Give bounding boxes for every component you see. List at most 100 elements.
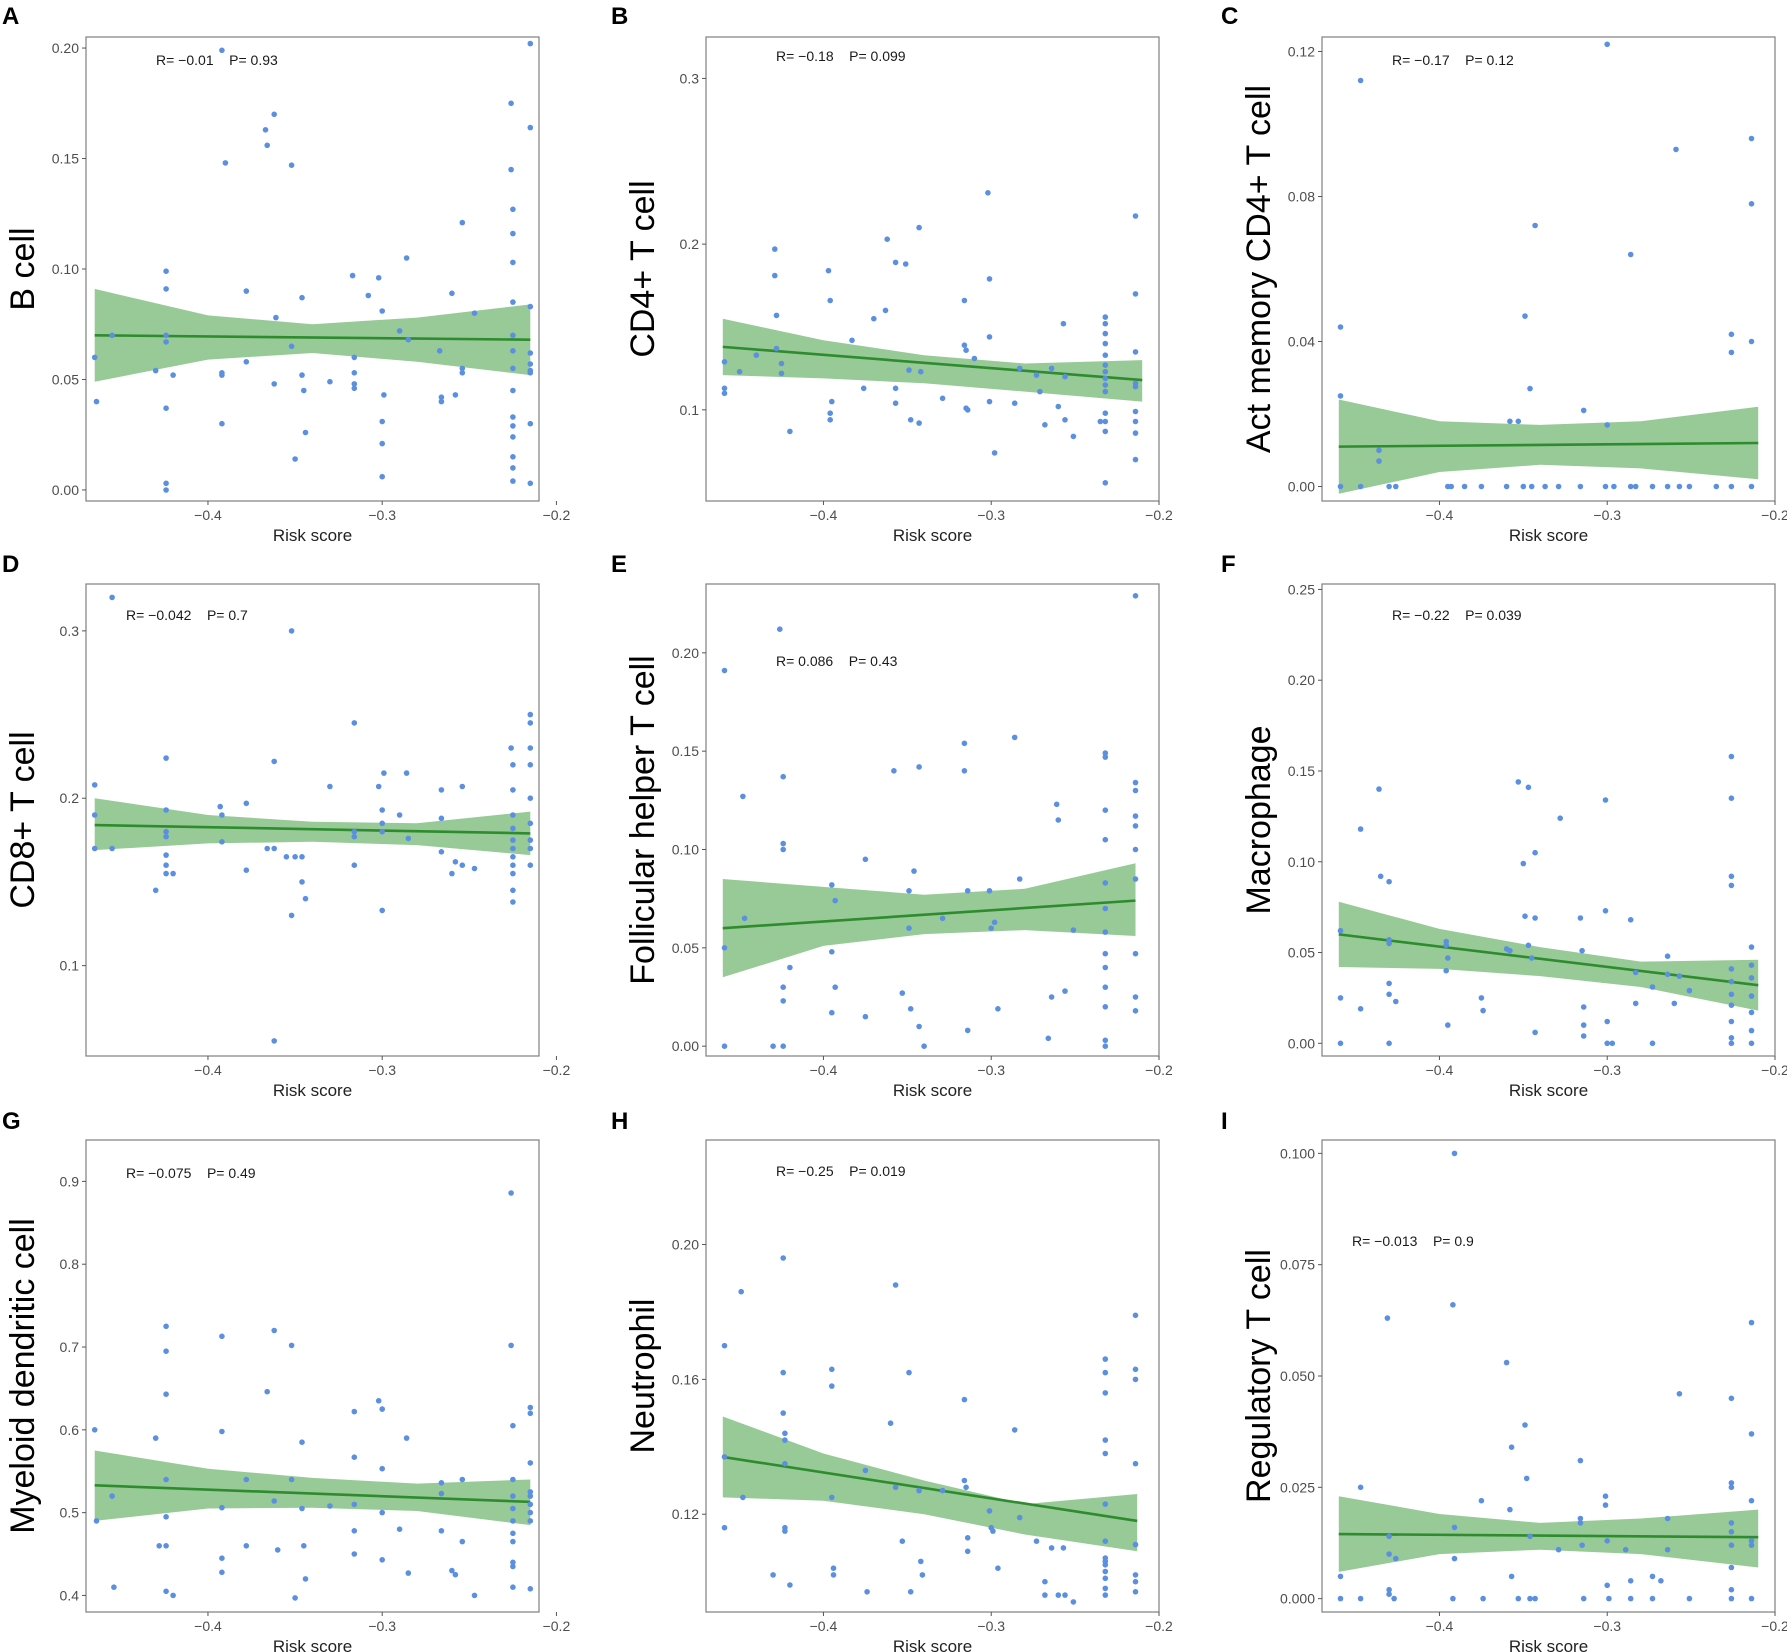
data-point: [527, 1518, 534, 1524]
data-point: [1132, 593, 1139, 599]
data-point: [995, 1006, 1001, 1012]
data-point: [1664, 971, 1671, 978]
data-point: [964, 1027, 971, 1034]
chart-panel-a: A 0.00 0.05 0.10 0.15 0.20 −0.4 −0.3 −0.2 Risk sc…: [2, 3, 570, 545]
data-point: [459, 862, 466, 868]
data-point: [379, 440, 386, 447]
y-tick-label: 0.050: [1280, 1368, 1315, 1384]
data-point: [1102, 1390, 1109, 1396]
data-point: [1728, 991, 1735, 998]
data-point: [721, 1043, 728, 1049]
data-point: [459, 783, 466, 790]
data-point: [527, 124, 534, 131]
data-point: [1580, 1004, 1587, 1010]
data-point: [459, 365, 466, 372]
data-point: [772, 246, 778, 252]
data-point: [1627, 917, 1634, 923]
data-point: [163, 405, 169, 412]
x-tick-label: −0.4: [1426, 1618, 1454, 1634]
data-point: [163, 807, 169, 813]
data-point: [379, 308, 386, 314]
data-point: [510, 825, 516, 832]
data-point: [1748, 993, 1755, 999]
data-point: [508, 745, 514, 751]
data-point: [882, 307, 889, 314]
data-point: [1555, 483, 1562, 490]
data-point: [438, 1490, 445, 1497]
data-point: [527, 350, 534, 356]
data-point: [1102, 984, 1109, 990]
data-point: [787, 428, 793, 435]
data-point: [892, 1282, 899, 1288]
data-point: [1604, 1040, 1610, 1047]
data-point: [1525, 784, 1532, 791]
data-point: [1132, 1589, 1139, 1595]
data-point: [351, 833, 358, 840]
data-point: [438, 1528, 445, 1534]
data-point: [379, 1509, 386, 1516]
data-point: [508, 166, 514, 173]
data-point: [1060, 320, 1067, 327]
data-point: [961, 342, 968, 349]
confidence-band: [94, 288, 531, 382]
panel-letter: C: [1221, 3, 1238, 30]
data-points: [721, 593, 1139, 1049]
data-point: [902, 261, 909, 267]
data-point: [990, 1528, 996, 1534]
data-point: [1102, 1501, 1109, 1507]
data-point: [1627, 1595, 1634, 1602]
data-point: [1132, 456, 1139, 463]
data-point: [510, 348, 516, 354]
data-point: [1102, 929, 1109, 935]
x-tick-label: −0.2: [1761, 1062, 1787, 1078]
data-point: [1728, 1035, 1735, 1041]
data-point: [1478, 1497, 1485, 1504]
data-point: [1507, 418, 1513, 425]
data-point: [964, 1548, 971, 1555]
x-tick-label: −0.3: [1593, 507, 1621, 523]
data-point: [1728, 1018, 1735, 1025]
x-tick-label: −0.3: [368, 507, 396, 523]
data-point: [736, 368, 743, 375]
data-point: [91, 1427, 98, 1433]
data-point: [510, 332, 516, 339]
data-point: [510, 887, 516, 894]
regression-line: [722, 1455, 1138, 1523]
data-point: [510, 230, 516, 237]
data-point: [510, 870, 516, 877]
data-point: [299, 294, 305, 301]
data-point: [1384, 1315, 1391, 1321]
data-point: [527, 762, 534, 768]
data-point: [1055, 1592, 1062, 1598]
data-point: [1728, 1529, 1735, 1535]
y-tick-label: 0.1: [60, 958, 80, 974]
data-point: [1443, 967, 1449, 974]
data-point: [459, 219, 466, 226]
data-point: [510, 454, 516, 460]
data-point: [163, 828, 169, 835]
data-point: [1132, 1376, 1139, 1383]
y-tick-label: 0.20: [672, 645, 699, 661]
data-point: [1062, 1592, 1068, 1598]
x-tick-label: −0.3: [1593, 1618, 1621, 1634]
x-tick-label: −0.2: [1761, 1618, 1787, 1634]
data-point: [907, 1006, 914, 1012]
data-point: [91, 845, 98, 852]
data-point: [1728, 1480, 1735, 1486]
data-point: [403, 255, 410, 261]
x-tick-label: −0.2: [1145, 1618, 1173, 1634]
data-point: [780, 984, 786, 990]
data-point: [1580, 1595, 1587, 1602]
data-point: [1527, 1595, 1533, 1602]
data-point: [1451, 1150, 1458, 1157]
data-point: [1102, 1437, 1109, 1443]
data-point: [527, 1493, 534, 1499]
data-point: [780, 1410, 786, 1416]
data-point: [452, 392, 459, 398]
data-point: [1132, 1312, 1139, 1319]
data-point: [1451, 1524, 1458, 1531]
data-point: [1627, 483, 1634, 490]
data-point: [1748, 1497, 1755, 1504]
y-tick-label: 0.15: [52, 151, 79, 167]
data-point: [527, 1410, 534, 1417]
